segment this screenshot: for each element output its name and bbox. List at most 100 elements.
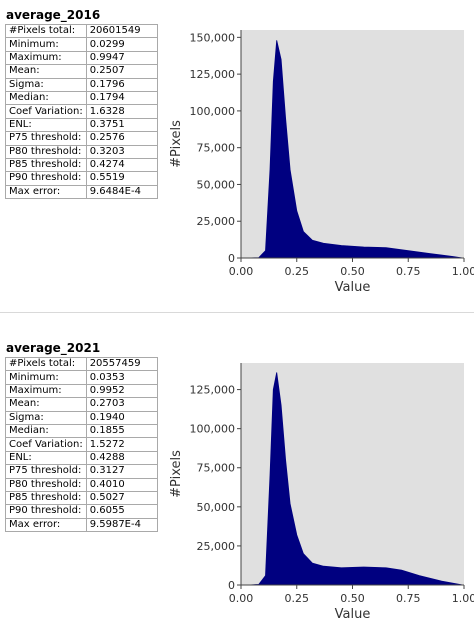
stat-value: 0.2703 — [85, 397, 158, 412]
x-tick-label: 0.25 — [285, 265, 310, 278]
stat-row: P80 threshold: 0.4010 — [5, 477, 158, 492]
stat-label: P75 threshold: — [5, 131, 87, 146]
stat-label: P80 threshold: — [5, 477, 87, 492]
stat-row: P90 threshold: 0.5519 — [5, 171, 158, 186]
stat-value: 0.9952 — [85, 383, 158, 399]
stat-row: Max error: 9.6484E-4 — [5, 184, 158, 200]
stat-row: P75 threshold: 0.3127 — [5, 464, 158, 479]
stat-value: 0.0353 — [85, 370, 158, 385]
stat-value: 0.3127 — [85, 464, 158, 479]
x-tick-label: 0.50 — [340, 592, 365, 605]
stat-value: 0.3203 — [85, 144, 158, 159]
stat-label: Max error: — [5, 517, 87, 533]
histogram-area — [247, 40, 463, 259]
stat-row: Sigma: 0.1940 — [5, 410, 158, 425]
panel-divider — [0, 312, 474, 313]
x-tick-label: 0.00 — [229, 265, 254, 278]
stat-value: 0.5519 — [85, 171, 158, 186]
x-tick-label: 1.00 — [452, 265, 474, 278]
stat-label: P85 threshold: — [5, 490, 87, 506]
stat-label: Median: — [5, 90, 87, 106]
stat-row: P90 threshold: 0.6055 — [5, 504, 158, 519]
y-tick-label: 150,000 — [190, 31, 236, 44]
stat-row: Minimum: 0.0353 — [5, 370, 158, 385]
stat-row: #Pixels total: 20601549 — [5, 23, 158, 39]
stat-label: P90 threshold: — [5, 171, 87, 186]
stat-value: 0.1796 — [85, 77, 158, 92]
stat-value: 1.6328 — [85, 104, 158, 119]
y-axis-title: #Pixels — [169, 450, 184, 498]
histogram-area — [248, 372, 463, 586]
stat-value: 0.0299 — [85, 37, 158, 52]
x-axis-title: Value — [335, 280, 371, 295]
x-tick-label: 0.25 — [285, 592, 310, 605]
histogram-chart: 0 25,000 50,000 75,000 100,000 125,000 0.00 0.2… — [169, 363, 474, 622]
histogram-chart: 0 25,000 50,000 75,000 100,000 125,000 150,000… — [169, 30, 474, 295]
y-tick-label: 0 — [228, 579, 235, 592]
stat-label: Sigma: — [5, 410, 87, 425]
y-tick-label: 100,000 — [190, 423, 236, 436]
stat-label: Max error: — [5, 184, 87, 200]
stat-label: P90 threshold: — [5, 504, 87, 519]
stat-value: 0.9947 — [85, 50, 158, 66]
stat-label: ENL: — [5, 450, 87, 466]
stat-label: Coef Variation: — [5, 104, 87, 119]
stat-row: P85 threshold: 0.4274 — [5, 157, 158, 173]
stat-value: 0.1940 — [85, 410, 158, 425]
stat-row: Median: 0.1794 — [5, 90, 158, 106]
stat-row: Mean: 0.2507 — [5, 64, 158, 79]
histogram-panel-2021: average_2021 #Pixels total: 20557459 Minim… — [0, 333, 474, 623]
y-tick-label: 100,000 — [190, 105, 236, 118]
stat-label: Mean: — [5, 397, 87, 412]
stat-label: Maximum: — [5, 383, 87, 399]
stat-value: 9.5987E-4 — [85, 517, 158, 533]
stat-row: Sigma: 0.1796 — [5, 77, 158, 92]
y-tick-label: 125,000 — [190, 384, 236, 397]
stat-row: Maximum: 0.9947 — [5, 50, 158, 66]
stat-label: Minimum: — [5, 37, 87, 52]
histogram-panel-2016: average_2016 #Pixels total: 20601549 Minim… — [0, 0, 474, 295]
stat-row: Coef Variation: 1.5272 — [5, 437, 158, 452]
stat-value: 0.3751 — [85, 117, 158, 133]
stat-row: Maximum: 0.9952 — [5, 383, 158, 399]
x-tick-label: 0.00 — [229, 592, 254, 605]
y-axis-title: #Pixels — [169, 120, 184, 168]
statistics-table: #Pixels total: 20557459 Minimum: 0.0353 Maxi… — [5, 356, 158, 533]
y-tick-label: 0 — [228, 252, 235, 265]
statistics-table: #Pixels total: 20601549 Minimum: 0.0299 Maxi… — [5, 23, 158, 200]
stat-label: #Pixels total: — [5, 23, 87, 39]
stat-value: 20557459 — [85, 356, 158, 372]
y-tick-label: 25,000 — [197, 540, 236, 553]
y-tick-label: 125,000 — [190, 68, 236, 81]
stat-label: Mean: — [5, 64, 87, 79]
stat-row: Mean: 0.2703 — [5, 397, 158, 412]
stat-value: 0.1794 — [85, 90, 158, 106]
x-tick-label: 0.75 — [396, 265, 421, 278]
x-axis-title: Value — [335, 607, 371, 622]
stat-label: Maximum: — [5, 50, 87, 66]
stat-label: P80 threshold: — [5, 144, 87, 159]
stat-value: 0.4274 — [85, 157, 158, 173]
stat-value: 0.1855 — [85, 423, 158, 439]
stat-value: 0.6055 — [85, 504, 158, 519]
stat-row: P85 threshold: 0.5027 — [5, 490, 158, 506]
x-tick-label: 1.00 — [452, 592, 474, 605]
y-tick-label: 50,000 — [197, 501, 236, 514]
stat-row: P80 threshold: 0.3203 — [5, 144, 158, 159]
stat-value: 0.5027 — [85, 490, 158, 506]
stat-label: Median: — [5, 423, 87, 439]
y-tick-label: 75,000 — [197, 462, 236, 475]
stat-value: 20601549 — [85, 23, 158, 39]
stat-row: Median: 0.1855 — [5, 423, 158, 439]
panel-title: average_2016 — [6, 8, 101, 22]
stat-value: 0.4010 — [85, 477, 158, 492]
stat-label: #Pixels total: — [5, 356, 87, 372]
stat-label: Minimum: — [5, 370, 87, 385]
stat-value: 0.2576 — [85, 131, 158, 146]
stat-label: P75 threshold: — [5, 464, 87, 479]
x-tick-label: 0.75 — [396, 592, 421, 605]
stat-label: Sigma: — [5, 77, 87, 92]
stat-label: ENL: — [5, 117, 87, 133]
stat-row: Coef Variation: 1.6328 — [5, 104, 158, 119]
panel-title: average_2021 — [6, 341, 101, 355]
